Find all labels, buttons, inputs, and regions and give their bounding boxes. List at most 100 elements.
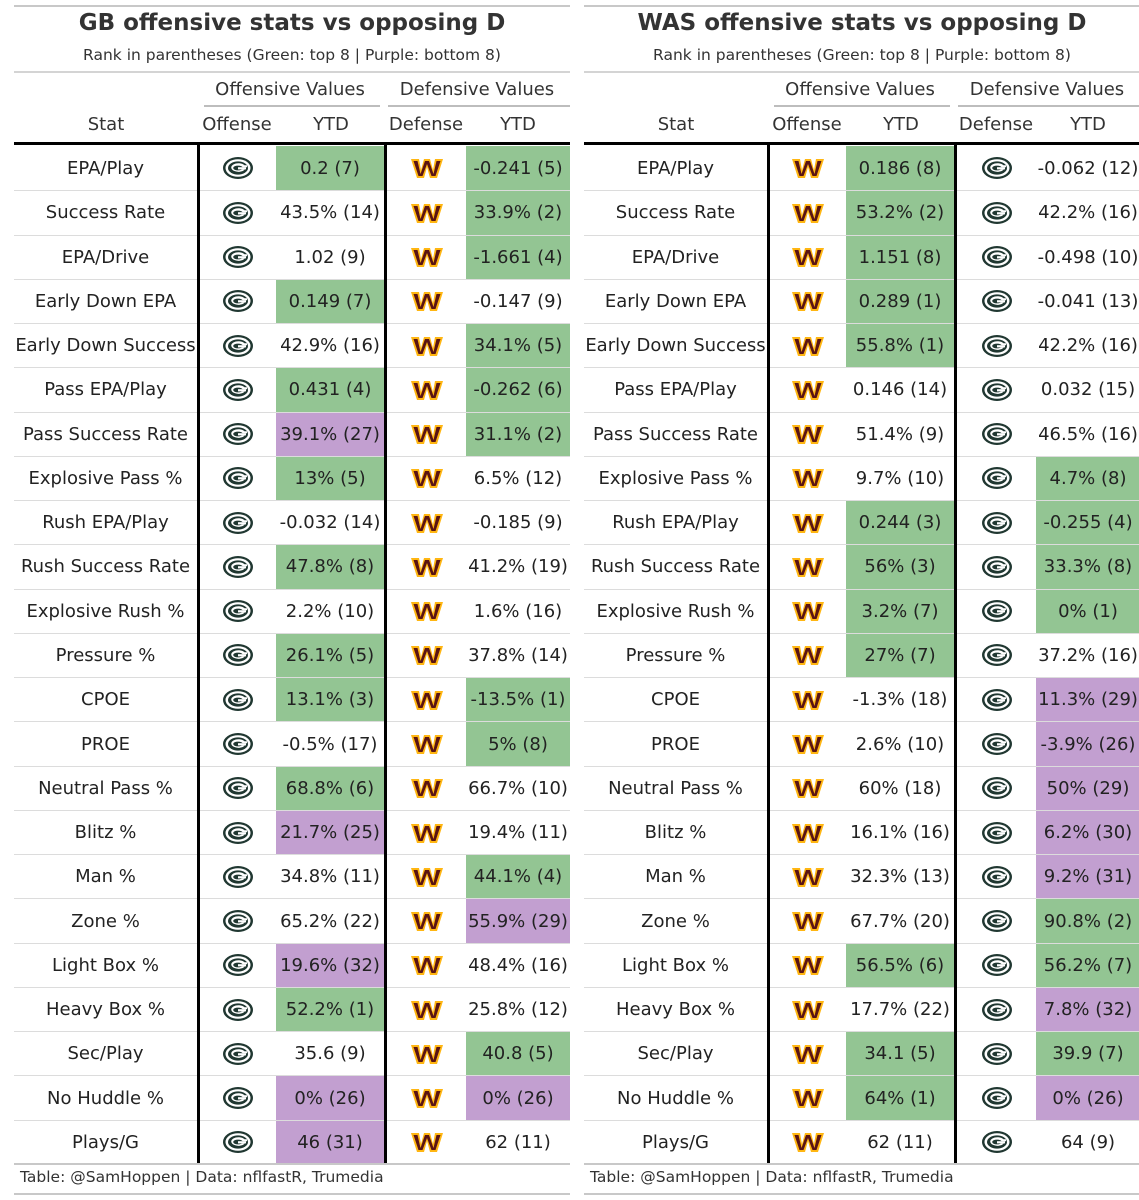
offense-team-cell <box>770 501 846 544</box>
table-row-early-down-epa: Early Down EPA 0.149 (7) -0.147 (9) <box>14 278 570 324</box>
packers-logo-icon <box>223 644 253 667</box>
defense-team-cell <box>957 722 1036 765</box>
offense-team-cell <box>200 368 276 411</box>
stat-label: EPA/Drive <box>631 246 720 268</box>
column-header-stat: Stat <box>657 114 695 135</box>
table-row-early-down-success: Early Down Success 55.8% (1) 42.2% (16) <box>584 323 1139 368</box>
offense-ytd-value: -1.3% (18) <box>852 689 948 711</box>
defense-team-cell <box>957 236 1036 279</box>
offense-team-cell <box>200 767 276 810</box>
offense-ytd-value: 42.9% (16) <box>280 335 380 357</box>
table-row-cpoe: CPOE 13.1% (3) -13.5% (1) <box>14 677 570 722</box>
defense-ytd-value: 41.2% (19) <box>468 556 568 578</box>
defense-team-cell <box>387 413 466 456</box>
offense-team-cell <box>770 191 846 234</box>
defense-team-cell <box>387 944 466 987</box>
table-row-rush-success-rate: Rush Success Rate 56% (3) 33.3% (8) <box>584 544 1139 589</box>
packers-logo-icon <box>223 378 253 401</box>
defense-team-cell <box>957 457 1036 500</box>
packers-logo-icon <box>223 1087 253 1110</box>
offense-ytd-value: 13% (5) <box>276 456 384 501</box>
defense-team-cell <box>387 1121 466 1164</box>
defense-team-cell <box>957 191 1036 234</box>
commanders-logo-icon <box>410 203 443 223</box>
defense-ytd-value: 7.8% (32) <box>1036 987 1139 1032</box>
stat-label: Blitz % <box>74 822 137 844</box>
packers-logo-icon <box>223 600 253 623</box>
table-row-epa-drive: EPA/Drive 1.151 (8) -0.498 (10) <box>584 234 1139 279</box>
offense-team-cell <box>200 722 276 765</box>
defense-ytd-value: 6.2% (30) <box>1036 810 1139 855</box>
offense-ytd-value: 0.146 (14) <box>852 379 948 401</box>
packers-logo-icon <box>223 246 253 269</box>
stat-label: EPA/Play <box>67 157 144 179</box>
offense-team-cell <box>200 457 276 500</box>
commanders-logo-icon <box>410 1133 443 1153</box>
offense-ytd-value: 39.1% (27) <box>276 412 384 456</box>
defense-ytd-value: 34.1% (5) <box>466 324 570 368</box>
defense-ytd-value: 6.5% (12) <box>473 467 563 489</box>
packers-logo-icon <box>223 998 253 1021</box>
offense-team-cell <box>770 1032 846 1075</box>
table-row-pressure: Pressure % 27% (7) 37.2% (16) <box>584 632 1139 678</box>
offense-team-cell <box>770 545 846 588</box>
stat-label: Man % <box>645 866 706 888</box>
offense-ytd-value: 60% (18) <box>858 777 942 799</box>
offense-ytd-value: 1.151 (8) <box>846 235 954 279</box>
packers-logo-icon <box>981 910 1012 933</box>
defense-team-cell <box>957 767 1036 810</box>
offensive-values-header: Offensive Values <box>215 79 365 100</box>
stat-label: Plays/G <box>72 1131 139 1153</box>
offense-ytd-value: 65.2% (22) <box>280 910 380 932</box>
table-row-zone: Zone % 67.7% (20) 90.8% (2) <box>584 898 1139 943</box>
defense-team-cell <box>957 855 1036 898</box>
offense-ytd-value: 47.8% (8) <box>276 545 384 589</box>
table-row-rush-epa-play: Rush EPA/Play -0.032 (14) -0.185 (9) <box>14 500 570 544</box>
table-row-sec-play: Sec/Play 34.1 (5) 39.9 (7) <box>584 1031 1139 1076</box>
packers-logo-icon <box>223 157 253 180</box>
stat-label: Pass EPA/Play <box>44 379 167 401</box>
defense-ytd-value: 33.9% (2) <box>466 191 570 235</box>
defense-ytd-value: 5% (8) <box>466 722 570 766</box>
defense-ytd-value: 0% (26) <box>1036 1076 1139 1120</box>
defense-team-cell <box>387 1076 466 1119</box>
stat-label: EPA/Play <box>637 157 714 179</box>
offense-team-cell <box>200 324 276 367</box>
column-divider-offense <box>197 145 200 1163</box>
commanders-logo-icon <box>792 1133 824 1153</box>
commanders-logo-icon <box>792 1089 824 1109</box>
table-row-zone: Zone % 65.2% (22) 55.9% (29) <box>14 898 570 943</box>
defense-ytd-value: 33.3% (8) <box>1036 545 1139 589</box>
packers-logo-icon <box>981 998 1012 1021</box>
offense-team-cell <box>200 191 276 234</box>
commanders-logo-icon <box>792 823 824 843</box>
offense-team-cell <box>200 811 276 854</box>
packers-logo-icon <box>981 600 1012 623</box>
defense-team-cell <box>387 457 466 500</box>
defense-team-cell <box>387 811 466 854</box>
commanders-logo-icon <box>792 1044 824 1064</box>
offense-team-cell <box>770 811 846 854</box>
packers-logo-icon <box>223 733 253 755</box>
offense-ytd-value: 55.8% (1) <box>846 324 954 368</box>
commanders-logo-icon <box>410 469 443 489</box>
table-row-heavy-box: Heavy Box % 17.7% (22) 7.8% (32) <box>584 986 1139 1032</box>
offense-ytd-value: 62 (11) <box>867 1131 933 1153</box>
top-rule <box>584 5 1139 7</box>
packers-logo-icon <box>981 688 1012 711</box>
table-title: GB offensive stats vs opposing D <box>78 10 506 36</box>
table-row-explosive-rush: Explosive Rush % 2.2% (10) 1.6% (16) <box>14 588 570 633</box>
packers-logo-icon <box>223 511 253 534</box>
offense-team-cell <box>770 855 846 898</box>
stat-label: CPOE <box>651 689 700 711</box>
defense-team-cell <box>957 1032 1036 1075</box>
commanders-logo-icon <box>792 779 824 799</box>
packers-logo-icon <box>981 954 1012 977</box>
offense-ytd-value: 27% (7) <box>846 633 954 678</box>
defense-team-cell <box>957 811 1036 854</box>
offense-team-cell <box>200 1121 276 1164</box>
offense-team-cell <box>770 457 846 500</box>
defense-group-rule <box>388 105 570 107</box>
defense-team-cell <box>957 368 1036 411</box>
defense-ytd-value: 39.9 (7) <box>1036 1032 1139 1076</box>
